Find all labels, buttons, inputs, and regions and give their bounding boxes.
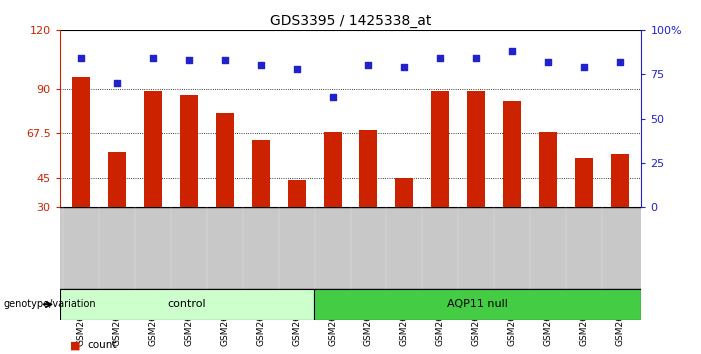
Bar [431, 91, 449, 207]
Bar [144, 91, 162, 207]
Point [399, 64, 410, 70]
Bar [575, 158, 593, 207]
Point [435, 56, 446, 61]
Bar [180, 95, 198, 207]
Bar [468, 91, 485, 207]
Bar [324, 132, 341, 207]
Point [183, 57, 194, 63]
Point [255, 63, 266, 68]
Point [291, 66, 302, 72]
Text: ■: ■ [70, 340, 81, 350]
Bar [503, 101, 521, 207]
Bar [611, 154, 629, 207]
Bar [360, 130, 377, 207]
Point [147, 56, 158, 61]
Bar [72, 77, 90, 207]
Point [614, 59, 625, 65]
Bar [216, 113, 233, 207]
Point [543, 59, 554, 65]
Point [470, 56, 482, 61]
Point [219, 57, 231, 63]
Point [578, 64, 590, 70]
Bar [314, 289, 641, 320]
Bar [60, 289, 314, 320]
Bar [108, 152, 126, 207]
Title: GDS3395 / 1425338_at: GDS3395 / 1425338_at [270, 14, 431, 28]
Point [327, 95, 338, 100]
Text: genotype/variation: genotype/variation [4, 299, 96, 309]
Point [507, 48, 518, 54]
Text: AQP11 null: AQP11 null [447, 299, 508, 309]
Text: control: control [168, 299, 206, 309]
Point [111, 80, 123, 86]
Point [76, 56, 87, 61]
Bar [395, 178, 414, 207]
Text: count: count [88, 340, 117, 350]
Bar [287, 179, 306, 207]
Bar [539, 132, 557, 207]
Point [363, 63, 374, 68]
Bar [252, 140, 270, 207]
